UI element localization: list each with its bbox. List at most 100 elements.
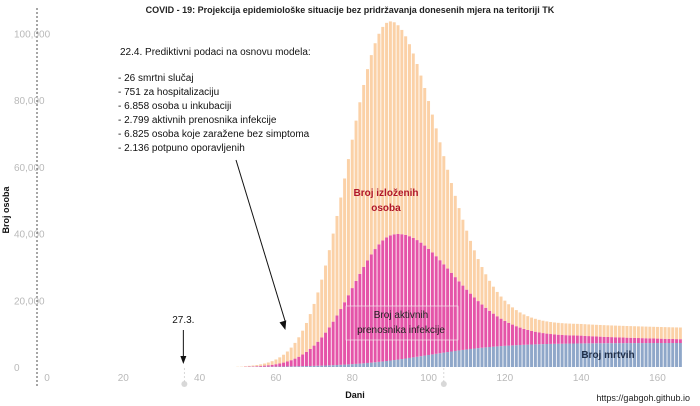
bar-deaths xyxy=(659,343,663,367)
bar-active xyxy=(617,337,621,344)
x-ticks: 0 20 40 60 80 100 120 140 160 xyxy=(44,368,666,387)
bar-active xyxy=(415,240,419,357)
bar-active xyxy=(449,272,453,352)
bar-active xyxy=(461,285,465,350)
bar-deaths xyxy=(655,343,659,367)
bar-deaths xyxy=(667,343,671,367)
bar-exposed xyxy=(262,363,266,366)
bar-exposed xyxy=(514,310,518,327)
bar-deaths xyxy=(598,343,602,367)
bar-deaths xyxy=(396,359,400,367)
bar-exposed xyxy=(362,84,366,268)
bar-exposed xyxy=(324,265,328,333)
bar-active xyxy=(331,321,335,366)
bar-active xyxy=(404,234,408,359)
bar-exposed xyxy=(484,274,488,308)
bar-exposed xyxy=(526,316,530,330)
bar-active xyxy=(671,338,675,344)
bar-active xyxy=(610,337,614,344)
bar-exposed xyxy=(419,75,423,243)
bar-active xyxy=(484,307,488,348)
bar-exposed xyxy=(610,325,614,338)
bar-active xyxy=(346,295,350,365)
bar-exposed xyxy=(606,325,610,337)
bar-deaths xyxy=(407,357,411,367)
bar-exposed xyxy=(449,183,453,273)
bar-exposed xyxy=(472,250,476,298)
bar-deaths xyxy=(552,343,556,367)
bar-deaths xyxy=(369,362,373,367)
bar-exposed xyxy=(476,259,480,302)
y-tick-label: 100,000 xyxy=(14,29,51,40)
bar-exposed xyxy=(678,327,682,340)
bar-exposed xyxy=(671,327,675,339)
bar-active xyxy=(518,327,522,345)
bar-exposed xyxy=(266,362,270,366)
bar-active xyxy=(579,335,583,344)
bar-active xyxy=(648,338,652,344)
bar-deaths xyxy=(476,348,480,367)
bar-active xyxy=(655,338,659,344)
bar-deaths xyxy=(511,345,514,367)
bar-active xyxy=(572,335,576,344)
bar-deaths xyxy=(484,347,488,367)
bar-deaths xyxy=(449,351,453,367)
bar-exposed xyxy=(625,326,629,338)
bar-exposed xyxy=(335,215,339,316)
annotation-header: 22.4. Prediktivni podaci na osnovu model… xyxy=(120,47,311,58)
bar-active xyxy=(476,301,480,349)
x-tick-label: 0 xyxy=(44,373,50,384)
annotation-line-6: - 2.136 potpuno oporavljenih xyxy=(118,143,245,154)
bar-active xyxy=(533,331,537,345)
bar-deaths xyxy=(491,346,495,367)
bar-deaths xyxy=(289,366,293,367)
bar-deaths xyxy=(327,365,331,367)
bar-deaths xyxy=(644,343,648,367)
bar-deaths xyxy=(427,354,431,367)
bar-exposed xyxy=(488,280,492,311)
bar-exposed xyxy=(572,323,576,336)
bar-deaths xyxy=(602,343,606,367)
bar-exposed xyxy=(366,69,369,261)
bar-active xyxy=(652,338,656,344)
bar-active xyxy=(262,365,266,367)
bar-deaths xyxy=(350,364,354,367)
bar-active xyxy=(282,362,286,367)
bar-exposed xyxy=(438,142,442,261)
bar-active xyxy=(343,302,347,365)
bar-deaths xyxy=(583,343,587,367)
bar-active xyxy=(304,351,308,367)
bar-deaths xyxy=(614,343,617,367)
bar-deaths xyxy=(354,363,358,367)
bar-active xyxy=(503,320,507,346)
bar-exposed xyxy=(373,43,377,250)
bar-deaths xyxy=(285,366,289,367)
bar-exposed xyxy=(446,169,450,269)
bar-active xyxy=(320,337,324,366)
bar-exposed xyxy=(247,365,251,367)
bar-active xyxy=(453,277,457,351)
bar-deaths xyxy=(469,348,473,367)
bar-active xyxy=(316,341,320,366)
bar-exposed xyxy=(350,139,354,289)
bar-active xyxy=(339,309,343,365)
bar-exposed xyxy=(652,326,656,339)
source-credit: https://gabgoh.github.io xyxy=(596,393,690,403)
bar-exposed xyxy=(411,53,415,238)
chart-title: COVID - 19: Projekcija epidemiološke sit… xyxy=(146,5,555,15)
bar-active xyxy=(362,267,366,364)
bar-exposed xyxy=(316,292,320,342)
bar-deaths xyxy=(446,352,450,367)
bar-active xyxy=(259,365,263,367)
bar-active xyxy=(430,252,434,355)
bar-active xyxy=(278,363,282,367)
x-tick-label: 40 xyxy=(194,373,206,384)
bar-exposed xyxy=(614,325,617,338)
bar-exposed xyxy=(339,197,343,310)
annotation-line-3: - 6.858 osoba u inkubaciji xyxy=(118,101,231,112)
bar-exposed xyxy=(518,312,522,328)
bar-active xyxy=(308,348,312,366)
bar-deaths xyxy=(522,344,526,367)
bar-exposed xyxy=(293,342,297,359)
bar-active xyxy=(663,338,667,344)
